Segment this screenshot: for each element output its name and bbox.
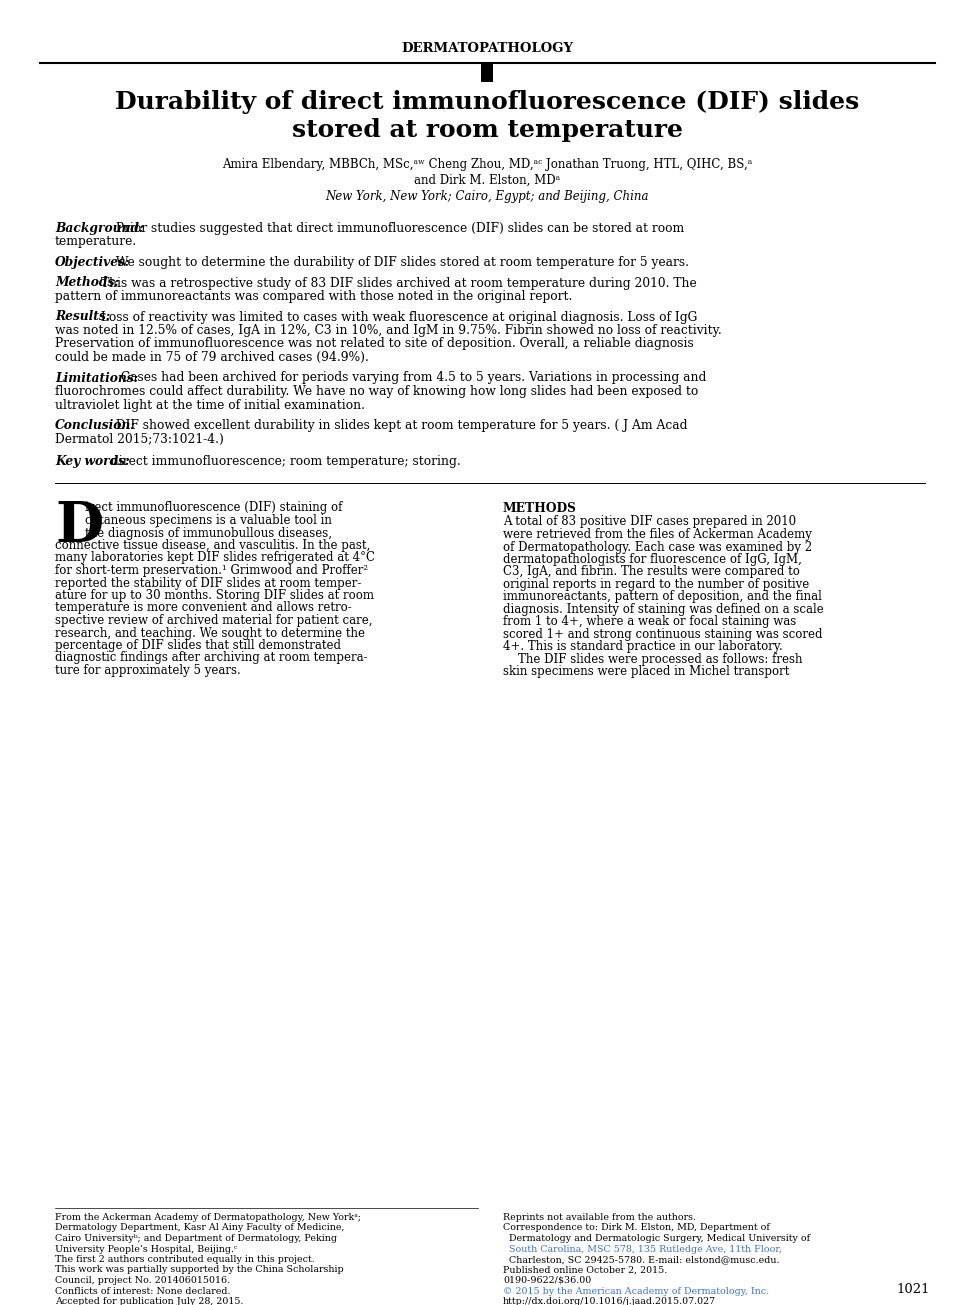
Text: dermatopathologists for fluorescence of IgG, IgM,: dermatopathologists for fluorescence of …: [503, 553, 801, 566]
Text: research, and teaching. We sought to determine the: research, and teaching. We sought to det…: [55, 626, 365, 639]
Text: University People’s Hospital, Beijing.ᶜ: University People’s Hospital, Beijing.ᶜ: [55, 1245, 237, 1254]
Text: direct immunofluorescence; room temperature; storing.: direct immunofluorescence; room temperat…: [107, 455, 461, 468]
Text: percentage of DIF slides that still demonstrated: percentage of DIF slides that still demo…: [55, 639, 341, 652]
Text: stored at room temperature: stored at room temperature: [292, 117, 682, 142]
Text: ture for approximately 5 years.: ture for approximately 5 years.: [55, 664, 241, 677]
Text: spective review of archived material for patient care,: spective review of archived material for…: [55, 613, 372, 626]
Text: METHODS: METHODS: [503, 501, 577, 514]
Text: Key words:: Key words:: [55, 455, 130, 468]
Text: Conflicts of interest: None declared.: Conflicts of interest: None declared.: [55, 1287, 230, 1296]
Text: C3, IgA, and fibrin. The results were compared to: C3, IgA, and fibrin. The results were co…: [503, 565, 800, 578]
Text: of Dermatopathology. Each case was examined by 2: of Dermatopathology. Each case was exami…: [503, 540, 812, 553]
Text: D: D: [55, 500, 103, 555]
Text: Dermatology Department, Kasr Al Ainy Faculty of Medicine,: Dermatology Department, Kasr Al Ainy Fac…: [55, 1224, 344, 1232]
Text: Durability of direct immunofluorescence (DIF) slides: Durability of direct immunofluorescence …: [115, 90, 859, 114]
Text: ature for up to 30 months. Storing DIF slides at room: ature for up to 30 months. Storing DIF s…: [55, 589, 374, 602]
Text: temperature.: temperature.: [55, 235, 137, 248]
Text: temperature is more convenient and allows retro-: temperature is more convenient and allow…: [55, 602, 352, 615]
Text: Dermatology and Dermatologic Surgery, Medical University of: Dermatology and Dermatologic Surgery, Me…: [503, 1235, 810, 1242]
Text: The first 2 authors contributed equally in this project.: The first 2 authors contributed equally …: [55, 1255, 315, 1265]
Text: fluorochromes could affect durability. We have no way of knowing how long slides: fluorochromes could affect durability. W…: [55, 385, 698, 398]
Text: reported the stability of DIF slides at room temper-: reported the stability of DIF slides at …: [55, 577, 362, 590]
Text: Cases had been archived for periods varying from 4.5 to 5 years. Variations in p: Cases had been archived for periods vary…: [117, 372, 707, 385]
Text: Loss of reactivity was limited to cases with weak fluorescence at original diagn: Loss of reactivity was limited to cases …: [97, 311, 697, 324]
Text: scored 1+ and strong continuous staining was scored: scored 1+ and strong continuous staining…: [503, 628, 823, 641]
Text: DERMATOPATHOLOGY: DERMATOPATHOLOGY: [401, 42, 573, 55]
Text: Accepted for publication July 28, 2015.: Accepted for publication July 28, 2015.: [55, 1297, 244, 1305]
Text: Background:: Background:: [55, 222, 143, 235]
Text: A total of 83 positive DIF cases prepared in 2010: A total of 83 positive DIF cases prepare…: [503, 515, 797, 529]
Text: cutaneous specimens is a valuable tool in: cutaneous specimens is a valuable tool i…: [85, 514, 332, 527]
Text: Conclusion:: Conclusion:: [55, 419, 136, 432]
Text: skin specimens were placed in Michel transport: skin specimens were placed in Michel tra…: [503, 666, 790, 679]
Text: could be made in 75 of 79 archived cases (94.9%).: could be made in 75 of 79 archived cases…: [55, 351, 369, 364]
Text: http://dx.doi.org/10.1016/j.jaad.2015.07.027: http://dx.doi.org/10.1016/j.jaad.2015.07…: [503, 1297, 716, 1305]
Text: South Carolina, MSC 578, 135 Rutledge Ave, 11th Floor,: South Carolina, MSC 578, 135 Rutledge Av…: [503, 1245, 782, 1254]
Text: from 1 to 4+, where a weak or focal staining was: from 1 to 4+, where a weak or focal stai…: [503, 616, 797, 629]
Text: Amira Elbendary, MBBCh, MSc,ᵃʷ Cheng Zhou, MD,ᵃᶜ Jonathan Truong, HTL, QIHC, BS,: Amira Elbendary, MBBCh, MSc,ᵃʷ Cheng Zho…: [222, 158, 752, 171]
Text: Limitations:: Limitations:: [55, 372, 138, 385]
Text: This was a retrospective study of 83 DIF slides archived at room temperature dur: This was a retrospective study of 83 DIF…: [97, 277, 696, 290]
Text: diagnosis. Intensity of staining was defined on a scale: diagnosis. Intensity of staining was def…: [503, 603, 824, 616]
Text: The DIF slides were processed as follows: fresh: The DIF slides were processed as follows…: [503, 652, 802, 666]
Text: irect immunofluorescence (DIF) staining of: irect immunofluorescence (DIF) staining …: [85, 501, 342, 514]
Text: © 2015 by the American Academy of Dermatology, Inc.: © 2015 by the American Academy of Dermat…: [503, 1287, 769, 1296]
Text: Reprints not available from the authors.: Reprints not available from the authors.: [503, 1214, 696, 1221]
Text: We sought to determine the durability of DIF slides stored at room temperature f: We sought to determine the durability of…: [112, 256, 689, 269]
Text: Prior studies suggested that direct immunofluorescence (DIF) slides can be store: Prior studies suggested that direct immu…: [112, 222, 684, 235]
Text: Dermatol 2015;73:1021-4.): Dermatol 2015;73:1021-4.): [55, 432, 224, 445]
Text: ultraviolet light at the time of initial examination.: ultraviolet light at the time of initial…: [55, 398, 365, 411]
Text: This work was partially supported by the China Scholarship: This work was partially supported by the…: [55, 1266, 343, 1275]
Text: Preservation of immunofluorescence was not related to site of deposition. Overal: Preservation of immunofluorescence was n…: [55, 338, 694, 351]
Text: Cairo Universityᵇ; and Department of Dermatology, Peking: Cairo Universityᵇ; and Department of Der…: [55, 1235, 337, 1242]
Text: many laboratories kept DIF slides refrigerated at 4°C: many laboratories kept DIF slides refrig…: [55, 552, 375, 565]
Text: the diagnosis of immunobullous diseases,: the diagnosis of immunobullous diseases,: [85, 526, 332, 539]
Text: were retrieved from the files of Ackerman Academy: were retrieved from the files of Ackerma…: [503, 529, 812, 542]
Text: Results:: Results:: [55, 311, 110, 324]
Text: for short-term preservation.¹ Grimwood and Proffer²: for short-term preservation.¹ Grimwood a…: [55, 564, 369, 577]
Text: immunoreactants, pattern of deposition, and the final: immunoreactants, pattern of deposition, …: [503, 590, 822, 603]
Text: original reports in regard to the number of positive: original reports in regard to the number…: [503, 578, 809, 591]
Text: Correspondence to: Dirk M. Elston, MD, Department of: Correspondence to: Dirk M. Elston, MD, D…: [503, 1224, 770, 1232]
Text: pattern of immunoreactants was compared with those noted in the original report.: pattern of immunoreactants was compared …: [55, 290, 572, 303]
Text: diagnostic findings after archiving at room tempera-: diagnostic findings after archiving at r…: [55, 651, 368, 664]
Text: New York, New York; Cairo, Egypt; and Beijing, China: New York, New York; Cairo, Egypt; and Be…: [326, 191, 648, 204]
Text: From the Ackerman Academy of Dermatopathology, New Yorkᵃ;: From the Ackerman Academy of Dermatopath…: [55, 1214, 361, 1221]
Text: was noted in 12.5% of cases, IgA in 12%, C3 in 10%, and IgM in 9.75%. Fibrin sho: was noted in 12.5% of cases, IgA in 12%,…: [55, 324, 722, 337]
Text: 0190-9622/$36.00: 0190-9622/$36.00: [503, 1276, 591, 1285]
Text: Methods:: Methods:: [55, 277, 119, 290]
Text: Council, project No. 201406015016.: Council, project No. 201406015016.: [55, 1276, 230, 1285]
Text: Published online October 2, 2015.: Published online October 2, 2015.: [503, 1266, 667, 1275]
Text: connective tissue disease, and vasculitis. In the past,: connective tissue disease, and vasculiti…: [55, 539, 371, 552]
Text: 4+. This is standard practice in our laboratory.: 4+. This is standard practice in our lab…: [503, 641, 783, 654]
Text: and Dirk M. Elston, MDᵃ: and Dirk M. Elston, MDᵃ: [414, 174, 560, 187]
Bar: [481, 64, 493, 82]
Text: Charleston, SC 29425-5780. E-mail: elstond@musc.edu.: Charleston, SC 29425-5780. E-mail: elsto…: [503, 1255, 779, 1265]
Text: 1021: 1021: [896, 1283, 930, 1296]
Text: Objectives:: Objectives:: [55, 256, 131, 269]
Text: DIF showed excellent durability in slides kept at room temperature for 5 years. : DIF showed excellent durability in slide…: [112, 419, 687, 432]
